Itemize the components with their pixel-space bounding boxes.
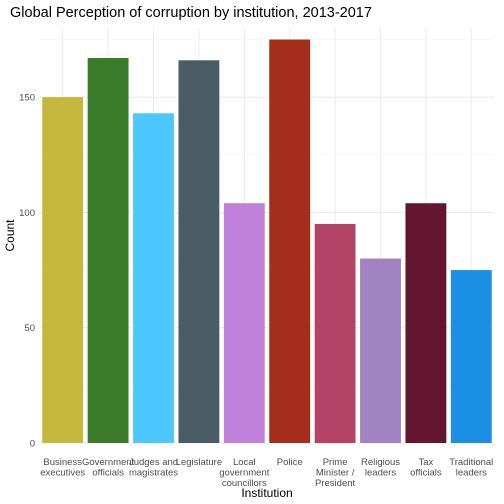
bar [405,203,447,443]
x-tick-label: Traditional leaders [449,457,493,479]
bar [223,203,265,443]
x-tick-label: Religious leaders [361,457,400,479]
bar [178,60,220,444]
x-tick-label: Judges and magistrates [129,457,178,479]
x-tick-label: Business executives [40,457,85,479]
bar [269,39,311,444]
y-axis-title: Count [3,219,17,252]
bar [450,270,492,443]
y-tick-label: 100 [19,208,35,219]
bar [314,223,356,443]
y-tick-label: 150 [19,93,35,104]
y-axis-ticks: 0 50 100 150 [19,93,35,450]
chart-title: Global Perception of corruption by insti… [10,5,372,21]
x-axis-title: Institution [241,486,292,500]
bar [360,258,401,443]
y-tick-label: 50 [24,323,35,334]
x-tick-label: Local government councillors [219,457,270,489]
x-tick-label: Legislature [176,457,222,468]
x-tick-label: Government officials [82,457,135,479]
y-tick-label: 0 [30,439,35,450]
bars [42,39,492,444]
x-tick-label: Prime Minister / President [315,457,355,489]
bar [87,57,129,443]
x-tick-label: Tax officials [410,457,442,479]
bar [133,113,174,444]
bar [42,97,84,444]
x-tick-label: Police [277,457,303,468]
